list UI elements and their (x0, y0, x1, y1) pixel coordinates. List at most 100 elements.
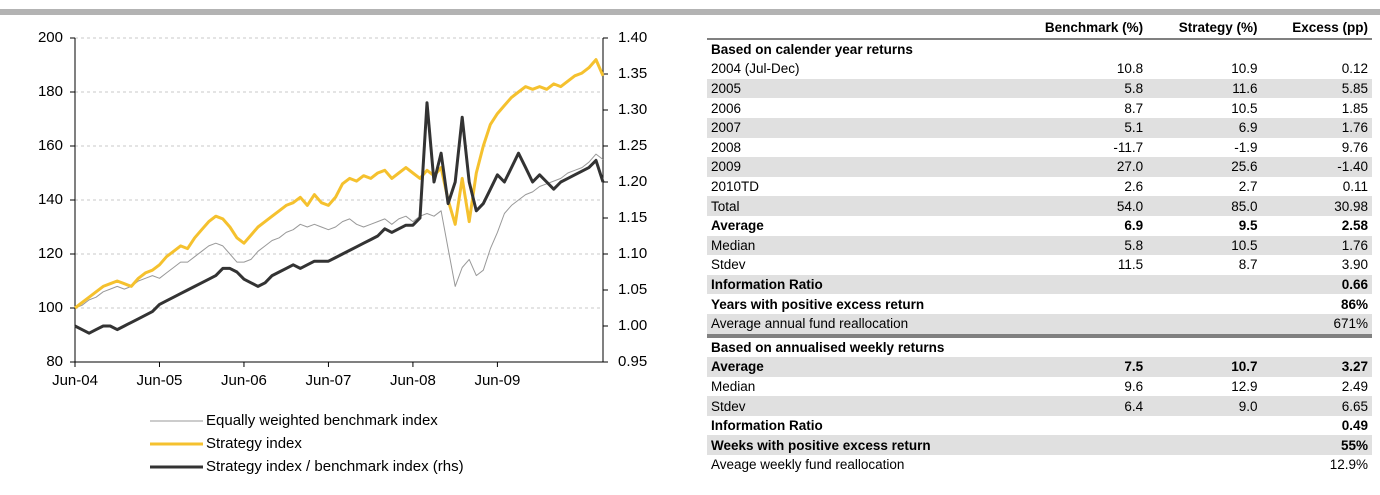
cell-value: 9.76 (1341, 139, 1368, 155)
table-row: Information Ratio 0.66 (707, 274, 1372, 295)
cell-value: 11.6 (1147, 78, 1262, 99)
row-label: Information Ratio (711, 418, 823, 434)
y2-tick-label: 1.10 (618, 245, 647, 262)
cell-value: 2.7 (1238, 179, 1258, 195)
legend-label: Strategy index / benchmark index (rhs) (206, 458, 464, 475)
row-label: Average (707, 357, 1008, 377)
series-line (74, 101, 605, 335)
cell-value: 85.0 (1147, 196, 1262, 216)
cell-value (1007, 294, 1147, 314)
legend-label: Strategy index (206, 435, 302, 452)
y2-tick-label: 1.40 (618, 29, 647, 46)
table-row: Aveage weekly fund reallocation 12.9% (707, 455, 1372, 475)
cell-value: -1.9 (1234, 139, 1258, 155)
table-row: Stdev 11.5 8.7 3.90 (707, 255, 1372, 275)
table-row: 2010TD 2.6 2.7 0.11 (707, 177, 1372, 197)
cell-value: 10.8 (1116, 61, 1144, 77)
row-label: Median (707, 235, 1008, 256)
row-label: Information Ratio (707, 274, 1008, 295)
header-cell: Excess (pp) (1261, 18, 1372, 40)
cell-value: 10.5 (1231, 100, 1258, 116)
table-row: Average 7.5 10.7 3.27 (707, 357, 1372, 377)
cell-value: 8.7 (1238, 257, 1258, 273)
cell-value: 6.9 (1124, 218, 1144, 234)
cell-value: 10.5 (1147, 235, 1262, 256)
y2-tick-label: 1.05 (618, 281, 647, 298)
table-row: Median 5.8 10.5 1.76 (707, 235, 1372, 256)
header-cell: Benchmark (%) (1007, 18, 1148, 40)
cell-value (1007, 313, 1148, 336)
y-tick-label: 120 (38, 245, 63, 262)
cell-value: 1.85 (1341, 100, 1368, 116)
title-bar (0, 9, 1380, 15)
cell-value: -11.7 (1113, 139, 1144, 155)
y-tick-label: 180 (38, 83, 63, 100)
cell-value (1147, 313, 1262, 336)
cell-value: 3.90 (1341, 257, 1368, 273)
cell-value: 1.76 (1261, 235, 1372, 256)
y-tick-label: 200 (38, 29, 63, 46)
cell-value: 5.1 (1007, 117, 1148, 138)
x-tick-label: Jun-05 (137, 372, 183, 389)
cell-value: 0.12 (1341, 61, 1368, 77)
section-title: Based on annualised weekly returns (707, 333, 1372, 358)
series-line (74, 153, 604, 309)
cell-value: 7.5 (1007, 357, 1148, 377)
header-row: Benchmark (%) Strategy (%) Excess (pp) (707, 18, 1372, 40)
table-row: 2008 -11.7 -1.9 9.76 (707, 138, 1372, 158)
cell-value (1147, 416, 1261, 436)
legend-label: Equally weighted benchmark index (206, 412, 438, 429)
cell-value: 9.5 (1238, 218, 1258, 234)
table-row: Total 54.0 85.0 30.98 (707, 196, 1372, 216)
cell-value: 10.7 (1147, 357, 1262, 377)
table-row: Average annual fund reallocation 671% (707, 313, 1372, 336)
statistics-table: Benchmark (%) Strategy (%) Excess (pp) Base… (707, 18, 1372, 475)
y2-tick-label: 1.25 (618, 137, 647, 154)
x-tick-label: Jun-04 (52, 372, 98, 389)
cell-value: 5.85 (1261, 78, 1372, 99)
cell-value: 10.9 (1231, 61, 1258, 77)
cell-value: 0.11 (1342, 179, 1368, 195)
cell-value: 12.9% (1329, 457, 1368, 473)
cell-value (1147, 435, 1262, 456)
cell-value (1147, 455, 1261, 475)
row-label: Aveage weekly fund reallocation (711, 457, 905, 473)
cell-value: 12.9 (1231, 378, 1258, 394)
x-tick-label: Jun-09 (474, 372, 520, 389)
cell-value: 2.49 (1341, 378, 1368, 394)
y-tick-label: 140 (38, 191, 63, 208)
table-row: Years with positive excess return 86% (707, 294, 1372, 314)
cell-value: 5.8 (1007, 235, 1148, 256)
row-label: Years with positive excess return (711, 296, 925, 312)
series-line (74, 58, 605, 310)
y2-tick-label: 1.30 (618, 101, 647, 118)
cell-value: 11.5 (1117, 257, 1144, 273)
row-label: 2007 (707, 117, 1008, 138)
cell-value: 55% (1261, 435, 1372, 456)
y-tick-label: 80 (46, 353, 63, 370)
cell-value: 0.66 (1261, 274, 1372, 295)
cell-value: 86% (1340, 296, 1368, 312)
section-row: Based on calender year returns (707, 39, 1372, 60)
cell-value: 30.98 (1261, 196, 1372, 216)
cell-value: 27.0 (1007, 157, 1148, 177)
y2-tick-label: 1.15 (618, 209, 647, 226)
cell-value: 6.9 (1147, 117, 1262, 138)
y-tick-label: 160 (38, 137, 63, 154)
cell-value: -1.40 (1261, 157, 1372, 177)
row-label: 2010TD (711, 179, 760, 195)
cell-value: 54.0 (1007, 196, 1148, 216)
cell-value: 8.7 (1124, 100, 1144, 116)
cell-value: 9.0 (1147, 396, 1262, 416)
cell-value (1007, 416, 1147, 436)
chart: 80 100 120 140 160 180 200 0.95 1.00 1.05 1.10 1.15… (38, 29, 647, 475)
table-row: Stdev 6.4 9.0 6.65 (707, 396, 1372, 416)
x-tick-label: Jun-06 (221, 372, 267, 389)
cell-value: 0.49 (1341, 418, 1368, 434)
cell-value (1007, 455, 1147, 475)
row-label: Total (707, 196, 1008, 216)
row-label: 2008 (711, 139, 742, 155)
cell-value (1007, 274, 1148, 295)
table-row: Median 9.6 12.9 2.49 (707, 377, 1372, 397)
table-row: Weeks with positive excess return 55% (707, 435, 1372, 456)
